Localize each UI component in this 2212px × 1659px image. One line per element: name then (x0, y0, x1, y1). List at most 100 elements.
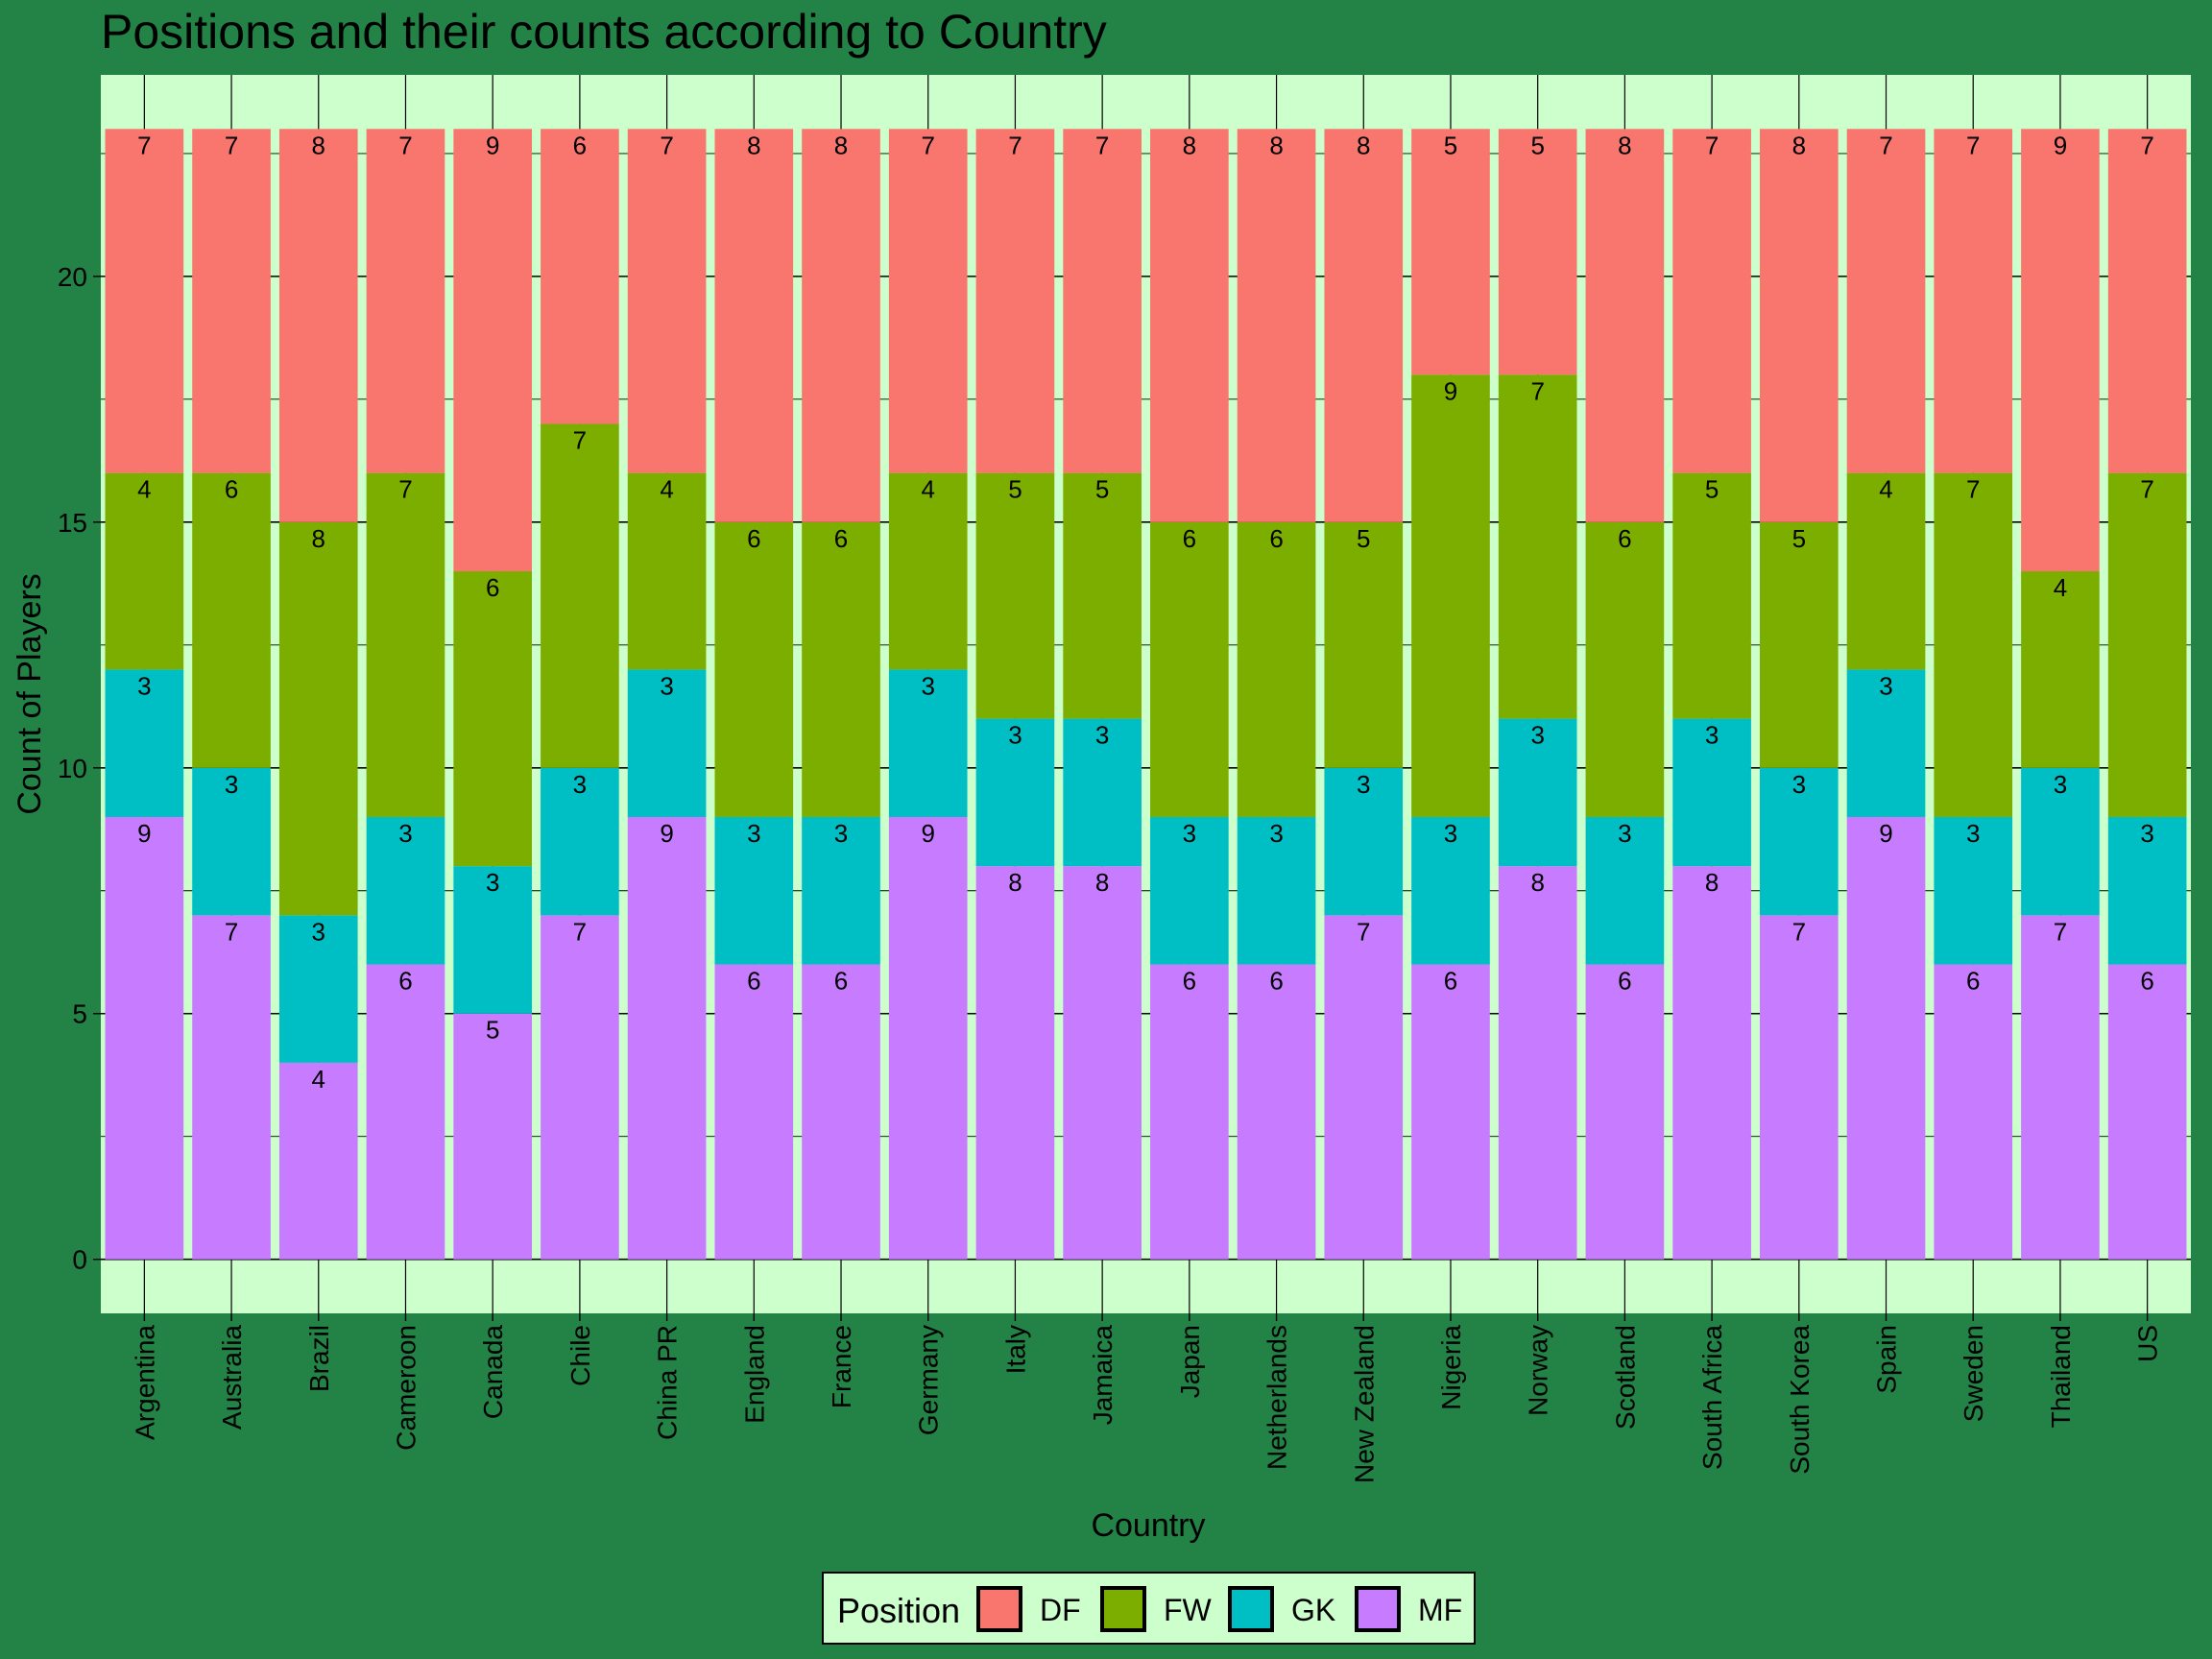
x-tick-label: Netherlands (1262, 1325, 1292, 1470)
data-label: 3 (921, 671, 934, 700)
data-label: 5 (486, 1016, 499, 1045)
bar-segment-df (1324, 129, 1404, 522)
data-label: 6 (225, 475, 238, 504)
bar-segment-df (1846, 129, 1926, 473)
bar-segment-df (278, 129, 358, 522)
bar-segment-mf (1411, 964, 1490, 1260)
data-label: 7 (1792, 917, 1806, 946)
bar-segment-mf (1324, 915, 1404, 1260)
data-label: 4 (1879, 475, 1892, 504)
data-label: 6 (1183, 524, 1196, 553)
data-label: 6 (1269, 967, 1283, 996)
data-label: 6 (1183, 967, 1196, 996)
data-label: 3 (1966, 819, 1980, 848)
data-label: 6 (747, 524, 760, 553)
bar-segment-df (105, 129, 184, 473)
data-label: 7 (1966, 131, 1980, 159)
data-label: 3 (1183, 819, 1196, 848)
bar-segment-df (1063, 129, 1142, 473)
data-labels: 9 3 4 7 7 3 6 7 4 3 8 8 6 3 7 7 5 3 6 9 7 3 7 6 9 3 4 7 6 3 6 8 6 3 6 8 9 3 4 7… (137, 131, 2154, 1094)
bar-segment-fw (1846, 472, 1926, 670)
x-tick-label: England (739, 1325, 769, 1424)
bar-segment-df (453, 129, 533, 572)
data-label: 6 (834, 967, 848, 996)
data-label: 4 (660, 475, 673, 504)
x-tick-label: Nigeria (1436, 1325, 1466, 1410)
bar-segment-gk (453, 866, 533, 1014)
data-label: 9 (137, 819, 151, 848)
data-label: 6 (747, 967, 760, 996)
bar-segment-gk (1063, 718, 1142, 867)
bar-segment-mf (192, 915, 271, 1260)
data-label: 3 (2054, 770, 2067, 799)
bar-segment-gk (1759, 767, 1839, 916)
data-label: 3 (573, 770, 587, 799)
bar-segment-df (1411, 129, 1490, 375)
bar-segment-gk (541, 767, 619, 916)
data-label: 7 (921, 131, 934, 159)
y-tick-label: 15 (58, 508, 87, 538)
bar-segment-gk (1498, 718, 1577, 867)
bar-segment-gk (1324, 767, 1404, 916)
data-label: 8 (1792, 131, 1806, 159)
bar-segment-df (714, 129, 794, 522)
data-label: 4 (2054, 573, 2067, 602)
data-label: 3 (2140, 819, 2153, 848)
data-label: 4 (137, 475, 151, 504)
bar-segment-gk (627, 669, 707, 817)
data-label: 5 (1444, 131, 1457, 159)
data-label: 7 (2140, 131, 2153, 159)
x-tick-label: Spain (1872, 1325, 1902, 1394)
bar-segment-fw (1585, 521, 1665, 817)
data-label: 5 (1792, 524, 1806, 553)
bar-segment-fw (1498, 374, 1577, 719)
bar-segment-df (1237, 129, 1316, 522)
bar-segment-df (192, 129, 271, 473)
legend-key-gk (1228, 1586, 1274, 1632)
x-tick-label: South Africa (1697, 1325, 1727, 1470)
bar-segment-fw (541, 423, 619, 768)
data-label: 6 (1966, 967, 1980, 996)
bar-segment-mf (1672, 866, 1751, 1260)
data-label: 6 (1444, 967, 1457, 996)
data-label: 8 (1530, 868, 1544, 897)
x-tick-label: US (2133, 1325, 2163, 1362)
x-tick-label: Chile (565, 1325, 595, 1386)
data-label: 7 (573, 917, 587, 946)
bar-segment-mf (1934, 964, 2013, 1260)
data-label: 3 (312, 917, 325, 946)
bar-segment-mf (2107, 964, 2187, 1260)
legend-label: GK (1291, 1593, 1335, 1627)
data-label: 8 (1618, 131, 1631, 159)
data-label: 7 (1357, 917, 1370, 946)
bar-segment-gk (1237, 816, 1316, 965)
bar-segment-mf (888, 816, 968, 1260)
data-label: 6 (1618, 524, 1631, 553)
legend-key-df (976, 1586, 1022, 1632)
data-label: 7 (225, 131, 238, 159)
bar-segment-mf (278, 1062, 358, 1260)
data-label: 7 (573, 425, 587, 454)
bar-segment-gk (105, 669, 184, 817)
data-label: 7 (225, 917, 238, 946)
bar-segment-df (975, 129, 1055, 473)
legend-label: DF (1040, 1593, 1081, 1627)
data-label: 5 (1357, 524, 1370, 553)
bar-segment-gk (2021, 767, 2100, 916)
bar-segment-mf (802, 964, 880, 1260)
bar-segment-gk (192, 767, 271, 916)
bar-segment-mf (1846, 816, 1926, 1260)
bar-segment-fw (1759, 521, 1839, 768)
bar-segment-fw (1324, 521, 1404, 768)
data-label: 5 (1705, 475, 1719, 504)
y-axis-title: Count of Players (12, 573, 48, 814)
data-label: 9 (2054, 131, 2067, 159)
data-label: 9 (1444, 376, 1457, 405)
x-tick-label: Japan (1175, 1325, 1205, 1398)
bars (105, 129, 2187, 1260)
data-label: 7 (2140, 475, 2153, 504)
y-axis: 0 5 10 15 20 (58, 262, 101, 1275)
data-label: 5 (1530, 131, 1544, 159)
data-label: 3 (1879, 671, 1892, 700)
data-label: 3 (486, 868, 499, 897)
